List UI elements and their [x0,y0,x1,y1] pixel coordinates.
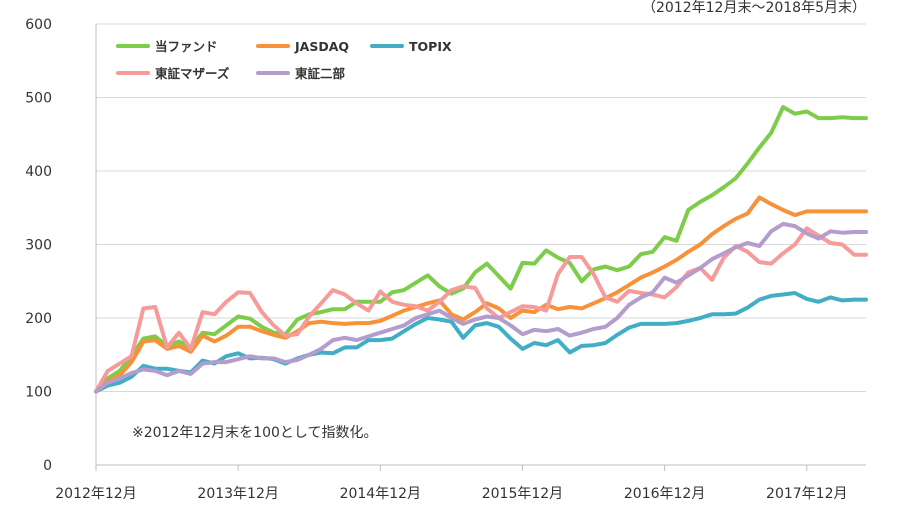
legend: 当ファンド JASDAQ TOPIX 東証マザーズ 東証二部 [116,39,452,81]
x-tick-label: 2013年12月 [197,486,278,502]
y-tick-label: 500 [25,91,52,107]
x-tick-label: 2016年12月 [624,486,705,502]
series-line-2 [94,291,868,394]
y-tick-label: 300 [25,238,52,254]
legend-label: 東証マザーズ [155,66,230,81]
legend-label: 東証二部 [295,66,346,81]
x-tick-label: 2015年12月 [482,486,563,502]
chart-subtitle: （2012年12月末～2018年5月末） [642,0,866,16]
x-tick-label: 2017年12月 [766,486,847,502]
x-tick-label: 2014年12月 [340,486,421,502]
chart-note: ※2012年12月末を100として指数化。 [132,425,377,441]
y-tick-label: 400 [25,164,52,180]
x-tick-label: 2012年12月 [55,486,136,502]
series-line-0 [94,105,868,394]
legend-label: JASDAQ [294,39,349,54]
y-tick-label: 600 [25,17,52,33]
legend-label: TOPIX [409,39,452,54]
y-tick-label: 100 [25,385,52,401]
axes: 0 100 200 300 400 500 600 2012年12月 2013年12月 2014年… [25,17,866,502]
legend-label: 当ファンド [155,39,218,54]
grid-lines [96,23,866,392]
y-tick-label: 200 [25,311,52,327]
y-tick-label: 0 [43,458,52,474]
series-line-1 [94,195,868,394]
series-line-4 [94,221,868,394]
series-lines [94,105,868,394]
